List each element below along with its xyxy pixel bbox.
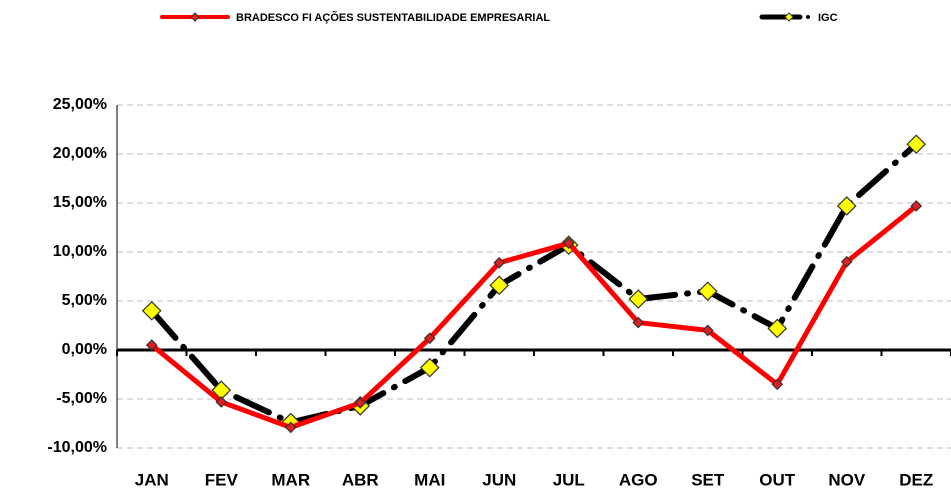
marker xyxy=(423,332,436,345)
y-tick-label: 0,00% xyxy=(62,341,107,358)
x-tick-label: OUT xyxy=(759,470,796,489)
legend-label: BRADESCO FI AÇÕES SUSTENTABILIDADE EMPRE… xyxy=(236,11,550,24)
y-tick-label: 5,00% xyxy=(62,292,107,309)
x-tick-label: JAN xyxy=(135,470,169,489)
legend-marker xyxy=(784,12,794,22)
y-tick-label: 25,00% xyxy=(53,96,107,113)
marker xyxy=(215,396,228,408)
series-line xyxy=(149,203,919,430)
marker xyxy=(767,318,788,339)
marker xyxy=(493,256,506,269)
y-tick-label: 10,00% xyxy=(53,243,107,260)
x-tick-label: JUN xyxy=(482,470,516,489)
marker xyxy=(697,281,718,302)
marker xyxy=(145,339,158,351)
x-tick-label: ABR xyxy=(342,470,379,489)
y-tick-label: -10,00% xyxy=(47,439,107,456)
y-tick-label: 15,00% xyxy=(53,194,107,211)
y-tick-label: 20,00% xyxy=(53,145,107,162)
marker xyxy=(489,275,510,296)
marker xyxy=(354,397,367,409)
marker xyxy=(632,316,645,329)
legend-dot xyxy=(806,15,810,19)
x-tick-label: AGO xyxy=(619,470,658,489)
marker xyxy=(701,324,714,337)
x-tick-label: MAI xyxy=(414,470,445,489)
x-tick-label: JUL xyxy=(553,470,585,489)
marker xyxy=(419,357,440,378)
marker xyxy=(562,237,575,250)
marker xyxy=(906,134,927,155)
marker xyxy=(840,255,853,268)
x-tick-label: NOV xyxy=(828,470,866,489)
marker xyxy=(141,300,162,321)
marker xyxy=(836,196,857,216)
marker xyxy=(284,421,297,434)
legend-marker xyxy=(190,12,200,22)
y-tick-label: -5,00% xyxy=(56,390,107,407)
legend-label: IGC xyxy=(818,12,838,24)
series-line xyxy=(148,141,920,426)
x-tick-label: FEV xyxy=(205,470,239,489)
x-tick-label: MAR xyxy=(271,470,310,489)
x-tick-label: DEZ xyxy=(899,470,933,489)
x-tick-label: SET xyxy=(691,470,725,489)
marker xyxy=(628,289,649,309)
marker xyxy=(910,200,923,212)
marker xyxy=(771,378,784,391)
